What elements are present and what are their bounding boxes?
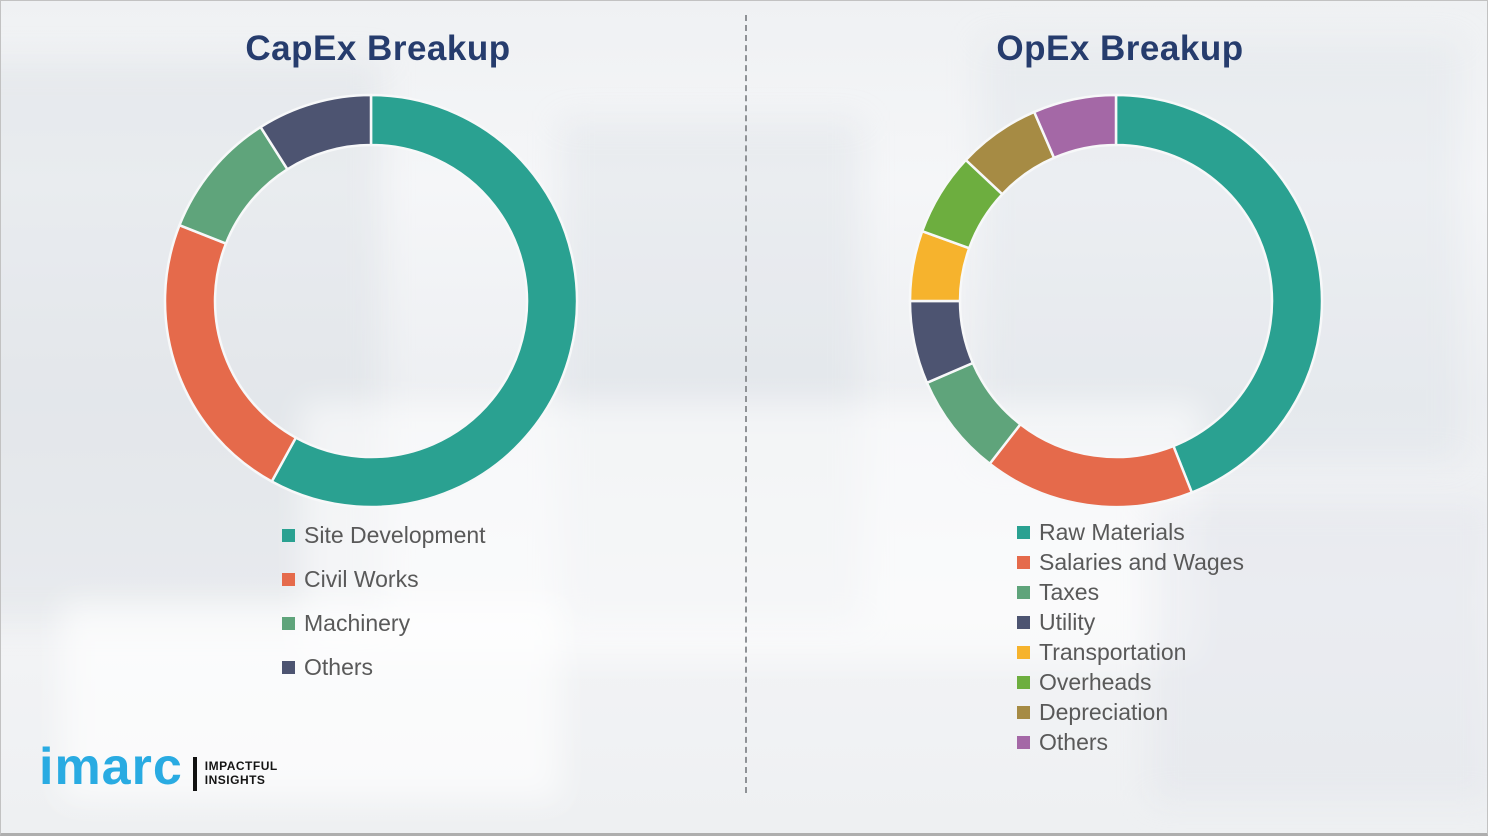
legend-item: Civil Works bbox=[282, 557, 486, 601]
legend-label: Taxes bbox=[1039, 578, 1100, 605]
legend-item: Taxes bbox=[1017, 577, 1244, 607]
legend-item: Salaries and Wages bbox=[1017, 547, 1244, 577]
donut-segment-raw-materials bbox=[1114, 93, 1324, 494]
legend-swatch-icon bbox=[282, 528, 295, 542]
legend-item: Raw Materials bbox=[1017, 517, 1244, 547]
capex-chart-title: CapEx Breakup bbox=[245, 29, 511, 68]
legend-label: Depreciation bbox=[1039, 698, 1169, 725]
opex-legend: Raw Materials Salaries and Wages Taxes Util… bbox=[1017, 517, 1244, 757]
section-divider-dashed-line bbox=[745, 15, 747, 793]
opex-chart-title: OpEx Breakup bbox=[996, 29, 1244, 68]
legend-swatch-icon bbox=[1017, 675, 1030, 689]
legend-item: Transportation bbox=[1017, 637, 1244, 667]
legend-label: Overheads bbox=[1039, 668, 1152, 695]
legend-item: Depreciation bbox=[1017, 697, 1244, 727]
legend-label: Utility bbox=[1039, 608, 1096, 635]
legend-swatch-icon bbox=[1017, 705, 1030, 719]
legend-swatch-icon bbox=[1017, 555, 1030, 569]
legend-item: Overheads bbox=[1017, 667, 1244, 697]
background-watermark bbox=[561, 121, 861, 621]
legend-swatch-icon bbox=[1017, 615, 1030, 629]
donut-segment-civil-works bbox=[163, 223, 298, 483]
legend-label: Machinery bbox=[304, 609, 411, 636]
donut-segment-others bbox=[259, 93, 373, 171]
donut-segment-site-development bbox=[270, 93, 579, 509]
legend-swatch-icon bbox=[282, 616, 295, 630]
legend-item: Site Development bbox=[282, 513, 486, 557]
legend-label: Others bbox=[304, 653, 374, 680]
donut-segment-salaries-and-wages bbox=[988, 423, 1194, 509]
legend-label: Site Development bbox=[304, 521, 486, 548]
logo-divider-bar bbox=[192, 757, 197, 791]
capex-legend: Site Development Civil Works Machinery Othe… bbox=[282, 513, 486, 689]
legend-item: Machinery bbox=[282, 601, 486, 645]
opex-donut-chart bbox=[908, 93, 1324, 509]
legend-swatch-icon bbox=[282, 660, 295, 674]
imarc-logo: imarc IMPACTFUL INSIGHTS bbox=[39, 741, 278, 793]
legend-label: Others bbox=[1039, 728, 1109, 755]
legend-swatch-icon bbox=[1017, 525, 1030, 539]
legend-label: Salaries and Wages bbox=[1039, 548, 1244, 575]
legend-item: Others bbox=[1017, 727, 1244, 757]
imarc-logo-text: imarc bbox=[39, 738, 183, 796]
legend-swatch-icon bbox=[1017, 645, 1030, 659]
logo-tagline: IMPACTFUL INSIGHTS bbox=[205, 759, 278, 787]
legend-swatch-icon bbox=[282, 572, 295, 586]
legend-label: Transportation bbox=[1039, 638, 1187, 665]
logo-tagline-line2: INSIGHTS bbox=[204, 773, 266, 787]
legend-label: Raw Materials bbox=[1039, 518, 1185, 545]
legend-swatch-icon bbox=[1017, 735, 1030, 749]
donut-segment-others bbox=[1032, 93, 1118, 160]
capex-donut-chart bbox=[163, 93, 579, 509]
logo-tagline-line1: IMPACTFUL bbox=[204, 759, 278, 773]
legend-label: Civil Works bbox=[304, 565, 419, 592]
legend-item: Utility bbox=[1017, 607, 1244, 637]
legend-item: Others bbox=[282, 645, 486, 689]
legend-swatch-icon bbox=[1017, 585, 1030, 599]
